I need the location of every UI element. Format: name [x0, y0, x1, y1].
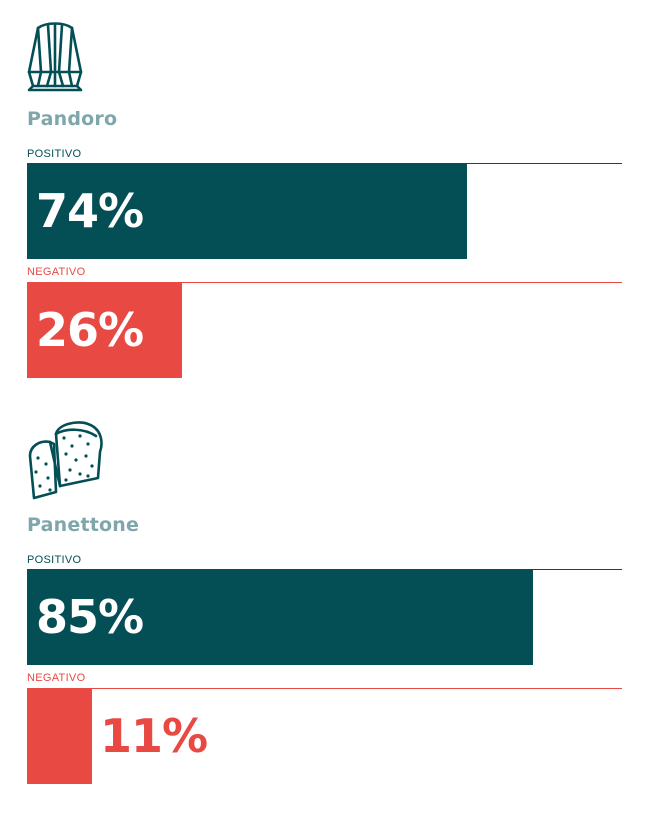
data-label-negative: 11%	[100, 709, 208, 763]
negative-label: NEGATIVO	[27, 672, 86, 684]
data-label-negative: 26%	[36, 303, 144, 357]
bar-positive	[27, 163, 467, 259]
data-label-positive: 74%	[36, 184, 144, 238]
data-label-positive: 85%	[36, 590, 144, 644]
negative-rule	[27, 282, 622, 283]
negative-label: NEGATIVO	[27, 266, 86, 278]
chart-title: Pandoro	[27, 108, 118, 130]
bar-negative	[27, 282, 182, 378]
bar-negative	[27, 688, 92, 784]
positive-label: POSITIVO	[27, 148, 82, 160]
negative-rule	[27, 688, 622, 689]
pandoro-cake-icon	[27, 22, 83, 92]
panettone-cake-icon	[28, 421, 103, 500]
chart-title: Panettone	[27, 514, 140, 536]
bar-positive	[27, 569, 533, 665]
positive-label: POSITIVO	[27, 554, 82, 566]
